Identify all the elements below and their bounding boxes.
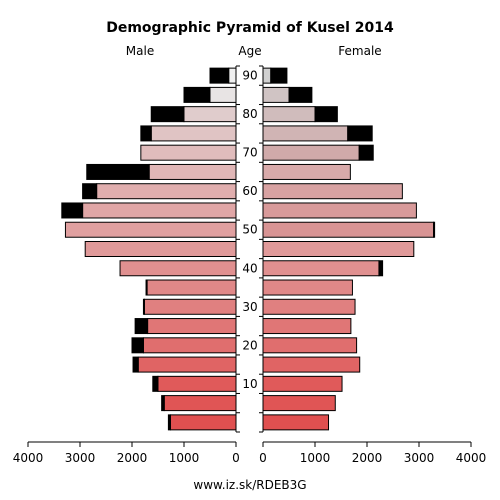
male-x-tick-label: 4000	[13, 451, 44, 465]
female-bar-90+	[262, 67, 272, 84]
male-bar-20-24	[142, 337, 237, 354]
female-excess-80-84	[314, 106, 338, 123]
male-bar-80-84	[183, 106, 237, 123]
female-excess-50-54	[433, 221, 436, 238]
age-tick-label: 40	[242, 261, 257, 275]
female-x-tick-label: 1000	[300, 451, 331, 465]
male-bar-40-44	[119, 260, 237, 277]
male-excess-65-69	[86, 163, 150, 180]
female-excess-85-89	[288, 86, 313, 103]
male-bar-45-49	[84, 241, 237, 257]
male-excess-35-39	[145, 279, 148, 296]
female-bar-65-69	[262, 163, 351, 180]
male-excess-85-89	[183, 86, 211, 103]
female-bar-60-64	[262, 183, 403, 200]
male-bar-15-19	[137, 356, 237, 373]
female-bar-0-4	[262, 414, 330, 431]
male-excess-20-24	[131, 337, 144, 354]
female-bar-70-74	[262, 144, 360, 161]
male-bar-30-34	[143, 298, 237, 315]
age-tick-label: 70	[242, 146, 257, 160]
axes-group: 4000 3000 2000 1000 0 0 1000 2000 3000 4000 10 20 30…	[13, 65, 487, 465]
female-excess-75-79	[347, 125, 373, 142]
female-x-tick-label: 4000	[456, 451, 487, 465]
male-x-tick-label: 1000	[169, 451, 200, 465]
female-bar-45-49	[262, 241, 415, 257]
male-bar-85-89	[209, 86, 237, 103]
female-bar-10-14	[262, 375, 343, 392]
male-bar-10-14	[157, 375, 237, 392]
female-label: Female	[338, 44, 381, 58]
chart-title: Demographic Pyramid of Kusel 2014	[106, 20, 394, 36]
female-bar-85-89	[262, 86, 290, 103]
age-tick-label: 80	[242, 107, 257, 121]
female-bar-55-59	[262, 202, 417, 219]
male-excess-10-14	[152, 375, 159, 392]
bars-group	[61, 67, 436, 431]
male-excess-60-64	[82, 183, 98, 200]
female-x-tick-label: 0	[259, 451, 267, 465]
male-label: Male	[126, 44, 154, 58]
female-bar-75-79	[262, 125, 349, 142]
male-bar-5-9	[163, 395, 237, 412]
male-excess-5-9	[161, 395, 165, 412]
male-x-tick-label: 2000	[117, 451, 148, 465]
age-tick-label: 30	[242, 300, 257, 314]
female-bar-30-34	[262, 298, 356, 315]
male-bar-25-29	[147, 318, 237, 335]
male-x-tick-label: 3000	[65, 451, 96, 465]
male-bar-60-64	[96, 183, 237, 200]
male-bar-50-54	[64, 221, 237, 238]
age-tick-label: 50	[242, 223, 257, 237]
male-bar-90+	[228, 67, 237, 84]
male-bar-55-59	[82, 202, 237, 219]
female-bar-40-44	[262, 260, 380, 277]
female-bar-5-9	[262, 395, 336, 412]
age-tick-label: 60	[242, 184, 257, 198]
female-x-tick-label: 2000	[352, 451, 383, 465]
female-bar-25-29	[262, 318, 352, 335]
male-excess-0-4	[167, 414, 171, 431]
female-excess-90+	[270, 67, 288, 84]
female-bar-35-39	[262, 279, 353, 296]
female-excess-40-44	[378, 260, 384, 277]
male-excess-80-84	[150, 106, 185, 123]
male-excess-30-34	[142, 298, 145, 315]
male-x-tick-label: 0	[232, 451, 240, 465]
female-x-tick-label: 3000	[404, 451, 435, 465]
male-bar-65-69	[148, 163, 237, 180]
age-tick-label: 10	[242, 377, 257, 391]
source-footer: www.iz.sk/RDEB3G	[193, 478, 306, 492]
male-bar-70-74	[140, 144, 237, 161]
male-bar-0-4	[169, 414, 237, 431]
male-excess-75-79	[140, 125, 152, 142]
female-bar-15-19	[262, 356, 361, 373]
female-bar-50-54	[262, 221, 435, 238]
male-bar-35-39	[146, 279, 237, 296]
male-excess-90+	[209, 67, 230, 84]
age-tick-label: 20	[242, 338, 257, 352]
female-bar-20-24	[262, 337, 358, 354]
age-tick-label: 90	[242, 69, 257, 83]
male-bar-75-79	[150, 125, 237, 142]
age-label: Age	[238, 44, 261, 58]
male-excess-25-29	[134, 318, 149, 335]
female-excess-70-74	[358, 144, 374, 161]
male-excess-15-19	[132, 356, 139, 373]
male-excess-55-59	[61, 202, 84, 219]
female-bar-80-84	[262, 106, 316, 123]
